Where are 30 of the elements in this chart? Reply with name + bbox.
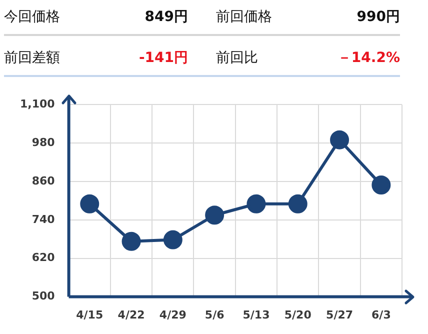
y-tick-label: 1,100 — [20, 97, 56, 110]
x-tick-label: 4/22 — [118, 308, 145, 322]
point — [205, 206, 224, 225]
x-tick-label: 6/3 — [372, 308, 391, 322]
text: 前回差額 — [4, 49, 61, 67]
point — [288, 194, 308, 214]
y-tick-label: 620 — [32, 251, 56, 264]
point — [372, 176, 391, 195]
text: 今回価格 — [4, 8, 61, 26]
x-tick-label: 5/13 — [242, 308, 270, 322]
x-tick-label: 5/20 — [284, 308, 312, 322]
point — [330, 130, 350, 150]
text: －14.2% — [336, 49, 400, 67]
x-tick-label: 4/29 — [159, 308, 186, 322]
text: 前回比 — [216, 49, 259, 67]
y-tick-label: 740 — [32, 212, 56, 226]
x-tick-label: 5/27 — [326, 308, 354, 322]
text: 849円 — [144, 8, 188, 26]
x-tick-label: 4/15 — [76, 308, 104, 322]
point — [122, 232, 141, 251]
point — [80, 194, 100, 214]
text: 990円 — [356, 8, 400, 26]
y-tick-label: 860 — [32, 174, 56, 188]
y-tick-label: 500 — [32, 290, 56, 303]
x-tick-label: 5/6 — [204, 308, 225, 322]
y-tick-label: 980 — [32, 136, 56, 149]
point — [246, 194, 266, 214]
text: -141円 — [138, 49, 188, 67]
point — [163, 230, 182, 250]
text: 前回価格 — [216, 8, 273, 26]
